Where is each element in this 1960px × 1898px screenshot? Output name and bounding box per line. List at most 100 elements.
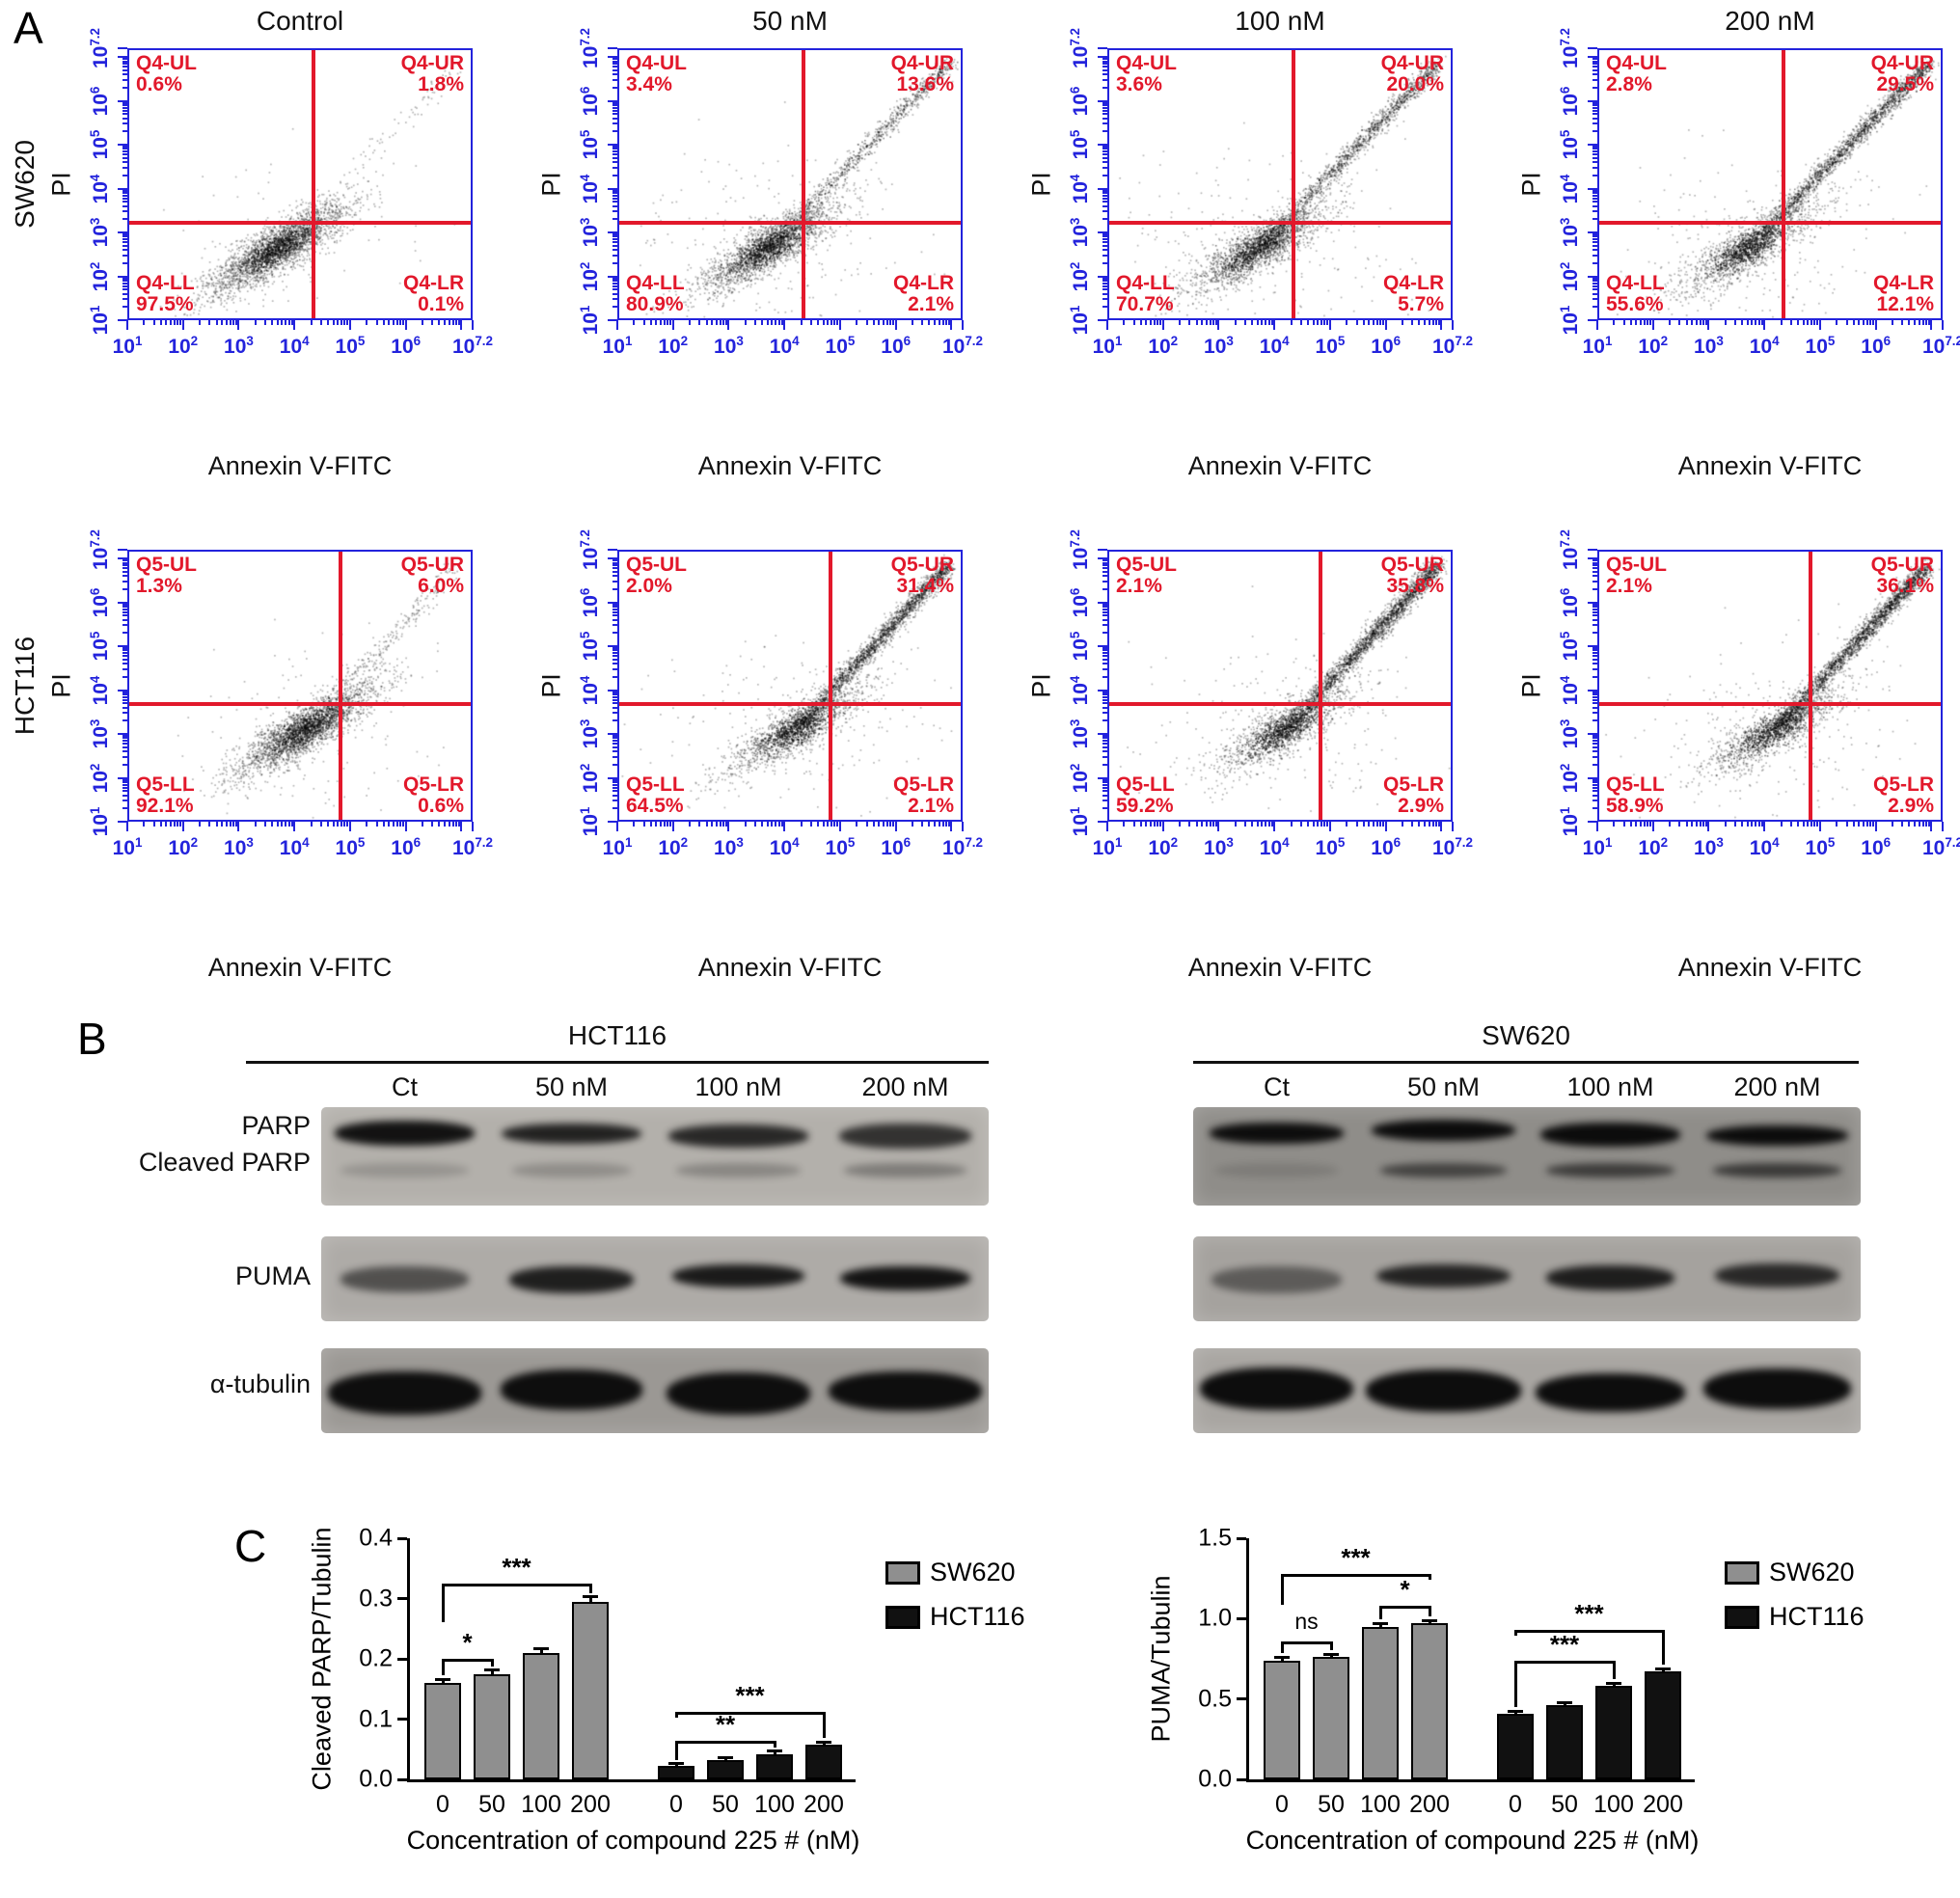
y-axis-tick xyxy=(612,559,617,562)
y-axis-tick xyxy=(1592,570,1597,573)
x-axis-tick xyxy=(616,320,618,330)
error-bar xyxy=(723,1757,727,1762)
legend-label: HCT116 xyxy=(930,1602,1025,1631)
y-axis-tick xyxy=(1592,101,1597,104)
y-axis-tick xyxy=(612,58,617,61)
x-axis-tick xyxy=(382,822,385,827)
x-axis-tick xyxy=(392,320,395,325)
y-axis-tick xyxy=(612,103,617,106)
protein-band xyxy=(500,1369,643,1410)
y-axis-tick xyxy=(1102,244,1107,247)
x-axis-tick xyxy=(1362,822,1365,827)
y-axis-tick xyxy=(122,103,127,106)
cleaved-band xyxy=(1380,1163,1507,1178)
x-axis-tick xyxy=(337,320,340,325)
y-axis-tick xyxy=(122,101,127,104)
y-axis-tick xyxy=(1592,146,1597,149)
y-axis-tick xyxy=(122,698,127,701)
x-axis-tick xyxy=(1379,822,1382,827)
x-axis-tick xyxy=(1328,822,1331,831)
y-axis-tick xyxy=(1102,559,1107,562)
x-axis-tick xyxy=(950,822,953,831)
plot-column-title: 100 nM xyxy=(1235,6,1325,36)
x-axis-tick xyxy=(399,320,402,325)
x-axis-tick xyxy=(724,320,727,325)
y-axis-tick xyxy=(1592,249,1597,252)
y-axis-tick xyxy=(1592,706,1597,709)
y-axis-tick xyxy=(1098,275,1107,278)
x-axis-tick xyxy=(689,822,692,827)
x-axis-tick xyxy=(1685,320,1688,325)
x-axis-tick xyxy=(705,320,708,325)
x-axis-tick xyxy=(1440,822,1443,831)
quadrant-stat-Q4-UL: Q4-UL 3.6% xyxy=(1116,52,1177,96)
y-axis-tick xyxy=(1102,292,1107,295)
x-tick-label: 50 xyxy=(1318,1791,1345,1818)
x-tick-label: 103 xyxy=(714,334,744,358)
y-axis-tick xyxy=(612,735,617,738)
y-axis-tick xyxy=(608,689,617,691)
error-bar-cap xyxy=(1655,1667,1671,1670)
y-axis-line xyxy=(1246,1538,1249,1782)
x-axis-tick xyxy=(173,320,176,325)
y-axis-tick xyxy=(1102,605,1107,608)
x-axis-tick xyxy=(1372,320,1375,325)
y-axis-tick xyxy=(1592,790,1597,793)
gate-line-horizontal xyxy=(619,221,961,226)
x-axis-tick xyxy=(941,822,944,827)
scatter-canvas xyxy=(619,552,961,820)
x-axis-tick xyxy=(225,320,228,325)
gate-line-horizontal xyxy=(129,221,471,226)
x-axis-tick xyxy=(642,822,645,827)
x-axis-tick xyxy=(1701,822,1704,827)
y-axis-tick xyxy=(118,99,127,102)
y-tick-label: 106 xyxy=(88,587,112,617)
y-tick-label: 106 xyxy=(88,86,112,116)
y-axis-tick xyxy=(1592,655,1597,658)
y-axis-tick xyxy=(612,146,617,149)
y-axis-tick xyxy=(1592,737,1597,740)
x-axis-title: Annexin V-FITC xyxy=(1187,451,1373,480)
x-axis-tick xyxy=(1892,822,1894,827)
y-axis-tick xyxy=(1102,675,1107,678)
y-axis-tick xyxy=(122,277,127,280)
y-axis-tick xyxy=(612,68,617,71)
y-axis-tick xyxy=(1102,698,1107,701)
x-axis-tick xyxy=(159,822,162,827)
x-tick-label: 105 xyxy=(1805,835,1836,859)
y-axis-tick xyxy=(122,794,127,797)
cell-line-label: HCT116 xyxy=(10,636,40,736)
y-axis-tick xyxy=(1592,130,1597,133)
legend-label: HCT116 xyxy=(1769,1602,1865,1631)
protein-band xyxy=(1536,1372,1685,1412)
y-axis-tick xyxy=(608,601,617,604)
x-axis-tick xyxy=(962,320,964,330)
x-axis-tick xyxy=(822,320,825,325)
y-axis-tick xyxy=(612,109,617,112)
x-axis-tick xyxy=(179,320,182,325)
x-axis-tick xyxy=(830,320,833,325)
y-axis-tick xyxy=(122,189,127,192)
x-axis-tick xyxy=(1256,822,1259,827)
sig-bracket-line xyxy=(1513,1630,1665,1633)
x-axis-tick xyxy=(285,320,287,325)
y-axis-tick xyxy=(1102,194,1107,197)
y-axis-tick xyxy=(612,279,617,282)
panel-c-label: C xyxy=(234,1521,267,1571)
y-axis-tick xyxy=(1098,47,1107,49)
x-axis-tick xyxy=(290,822,293,827)
quadrant-stat-Q5-LL: Q5-LL 92.1% xyxy=(136,773,195,817)
y-tick-label: 104 xyxy=(578,675,602,705)
x-axis-tick xyxy=(1678,822,1681,827)
x-axis-title: Annexin V-FITC xyxy=(207,953,393,982)
y-axis-tick xyxy=(612,692,617,695)
x-axis-tick xyxy=(340,822,343,827)
x-axis-tick xyxy=(1149,822,1152,827)
plot-column-title: 50 nM xyxy=(752,6,828,36)
y-tick-label: 102 xyxy=(88,261,112,291)
x-axis-tick xyxy=(165,822,168,827)
x-axis-tick xyxy=(872,320,875,325)
y-axis-tick xyxy=(1102,254,1107,257)
x-axis-tick xyxy=(1411,320,1414,325)
y-axis-tick xyxy=(1102,702,1107,705)
